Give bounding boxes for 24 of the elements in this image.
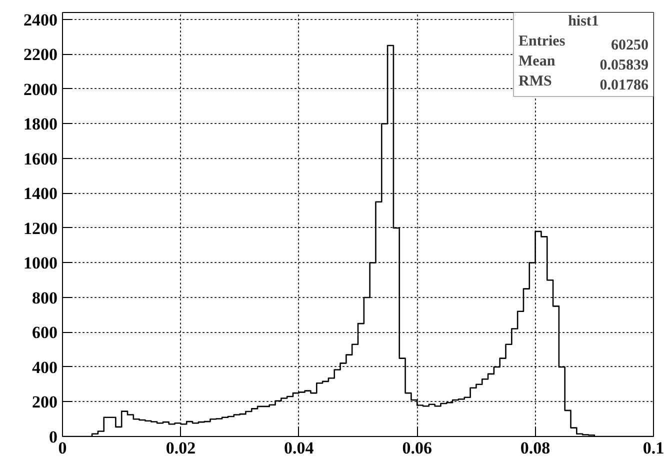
x-tick-label: 0.06 <box>402 438 432 458</box>
y-tick-label: 2200 <box>24 45 58 64</box>
y-tick-label: 200 <box>32 392 58 412</box>
annotation: RMS <box>518 74 552 90</box>
y-tick-label: 1400 <box>24 184 58 204</box>
y-tick-label: 1800 <box>24 114 58 134</box>
y-tick-label: 600 <box>32 323 58 342</box>
x-tick-label: 0.04 <box>284 438 314 458</box>
annotation: Mean <box>518 54 556 70</box>
x-tick-label: 0.1 <box>642 438 664 458</box>
y-tick-label: 400 <box>32 358 58 377</box>
annotation: 60250 <box>611 38 648 54</box>
annotation: 0.01786 <box>600 78 649 94</box>
y-tick-label: 800 <box>32 288 58 308</box>
y-tick-label: 1200 <box>24 218 58 238</box>
x-tick-label: 0.08 <box>520 438 550 458</box>
y-tick-label: 1000 <box>24 254 58 273</box>
x-tick-label: 0.02 <box>166 438 196 458</box>
annotation: Entries <box>518 34 566 50</box>
y-tick-label: 1600 <box>24 149 58 168</box>
chart-title: hist1 <box>568 14 599 30</box>
y-tick-label: 2400 <box>24 10 58 30</box>
y-tick-label: 2000 <box>24 80 58 99</box>
annotation: 0.05839 <box>600 58 648 74</box>
